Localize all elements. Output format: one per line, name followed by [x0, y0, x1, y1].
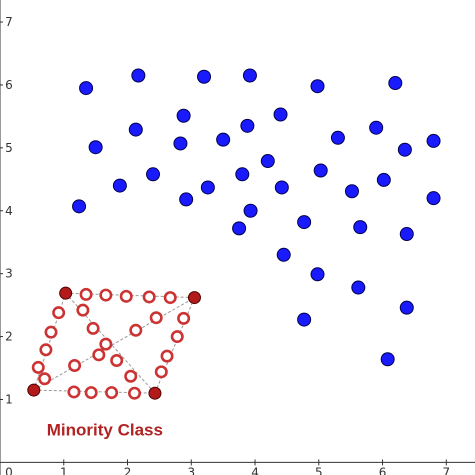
connector-line — [33, 297, 195, 391]
majority-point — [216, 132, 231, 147]
minority-points — [27, 286, 201, 400]
synthetic-point — [170, 330, 184, 344]
majority-point — [200, 180, 215, 195]
synthetic-point — [110, 353, 124, 367]
synthetic-point — [67, 385, 81, 399]
synthetic-point — [124, 369, 138, 383]
synthetic-point — [163, 291, 177, 305]
majority-point — [242, 68, 257, 83]
majority-point — [310, 79, 325, 94]
synthetic-point — [119, 289, 133, 303]
majority-point — [72, 199, 87, 214]
majority-point — [131, 68, 146, 83]
majority-point — [146, 167, 161, 182]
majority-point — [388, 76, 403, 91]
synthetic-point — [86, 321, 100, 335]
majority-point — [353, 220, 368, 235]
majority-point — [426, 191, 441, 206]
synthetic-point — [142, 290, 156, 304]
majority-point — [380, 352, 395, 367]
y-tick-label: 4 — [5, 204, 13, 218]
majority-point — [197, 69, 212, 84]
majority-point — [426, 133, 441, 148]
majority-point — [274, 180, 289, 195]
majority-point — [128, 122, 143, 137]
majority-point — [310, 267, 325, 282]
majority-point — [369, 120, 384, 135]
majority-point — [179, 192, 194, 207]
majority-point — [79, 81, 94, 96]
synthetic-point — [99, 288, 113, 302]
synthetic-point — [84, 386, 98, 400]
synthetic-point — [154, 365, 168, 379]
majority-point — [313, 163, 328, 178]
x-tick-label: 4 — [251, 465, 259, 475]
x-tick-label: 0 — [5, 465, 13, 475]
synthetic-point — [76, 303, 90, 317]
majority-point — [232, 221, 247, 236]
synthetic-point — [39, 343, 53, 357]
majority-point — [351, 280, 366, 295]
majority-point — [243, 203, 258, 218]
connector-line — [33, 293, 67, 391]
minority-point — [187, 291, 201, 305]
majority-point — [112, 178, 127, 193]
majority-point — [240, 118, 255, 133]
synthetic-points — [31, 287, 191, 400]
x-tick-label: 2 — [124, 465, 132, 475]
majority-points — [72, 68, 441, 367]
synthetic-point — [79, 287, 93, 301]
x-tick-label: 5 — [315, 465, 323, 475]
majority-point — [376, 172, 391, 187]
x-tick-label: 1 — [60, 465, 68, 475]
synthetic-point — [177, 311, 191, 325]
synthetic-point — [160, 349, 174, 363]
majority-point — [176, 108, 191, 123]
minority-point — [148, 386, 162, 400]
y-tick-label: 3 — [5, 267, 13, 281]
majority-point — [276, 247, 291, 262]
x-tick-label: 6 — [379, 465, 387, 475]
majority-point — [297, 215, 312, 230]
synthetic-point — [128, 386, 142, 400]
majority-point — [235, 167, 250, 182]
synthetic-point — [149, 311, 163, 325]
synthetic-point — [68, 359, 82, 373]
y-tick-label: 7 — [5, 15, 13, 29]
annotations: Minority Class — [47, 421, 163, 440]
majority-point — [330, 130, 345, 145]
synthetic-point — [31, 360, 45, 374]
synthetic-point — [99, 337, 113, 351]
majority-point — [399, 227, 414, 242]
y-tick-label: 6 — [5, 78, 13, 92]
synthetic-point — [129, 323, 143, 337]
y-tick-label: 1 — [5, 393, 13, 407]
majority-point — [88, 140, 103, 155]
majority-point — [260, 154, 275, 169]
y-tick-label: 5 — [5, 141, 13, 155]
minority-point — [59, 286, 73, 300]
synthetic-point — [52, 306, 66, 320]
majority-point — [273, 107, 288, 122]
annotation-minority-class: Minority Class — [47, 421, 163, 440]
majority-point — [173, 136, 188, 151]
synthetic-point — [44, 325, 58, 339]
x-tick-label: 3 — [187, 465, 195, 475]
synthetic-point — [38, 372, 52, 386]
y-tick-label: 2 — [5, 330, 13, 344]
majority-point — [399, 300, 414, 315]
majority-point — [397, 142, 412, 157]
synthetic-point — [92, 348, 106, 362]
majority-point — [344, 184, 359, 199]
minority-point — [27, 383, 41, 397]
majority-point — [297, 312, 312, 327]
x-tick-label: 7 — [442, 465, 450, 475]
synthetic-point — [105, 386, 119, 400]
